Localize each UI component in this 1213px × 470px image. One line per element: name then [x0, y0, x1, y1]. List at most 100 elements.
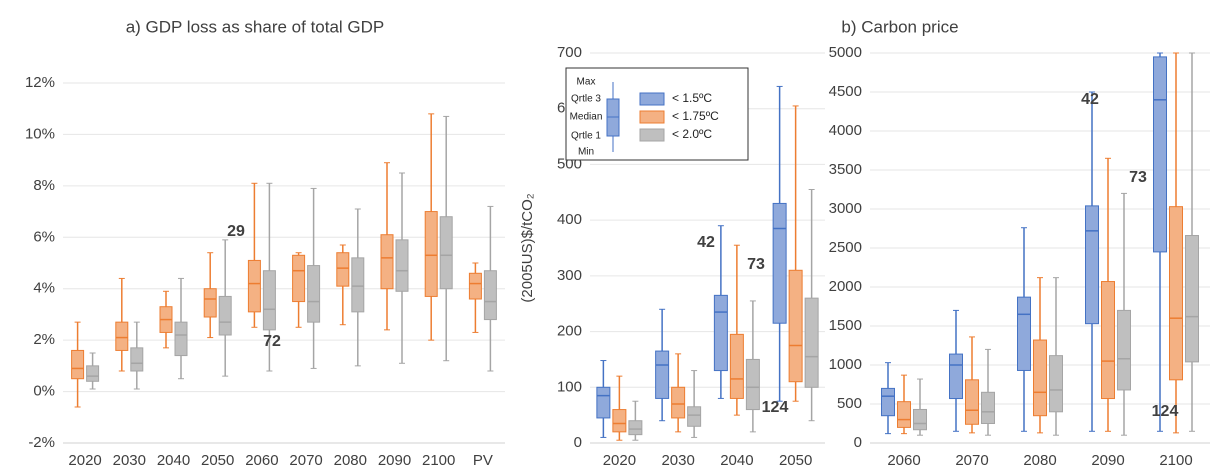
y-tick-label: 5000: [829, 44, 862, 61]
x-tick-label: 2060: [887, 452, 920, 469]
box: [1117, 309, 1131, 391]
annotation: 29: [227, 223, 245, 240]
y-tick-label: 3000: [829, 200, 862, 217]
box: [1185, 235, 1199, 363]
box: [729, 333, 744, 399]
chart-title: b) Carbon price: [841, 17, 958, 36]
x-tick-label: 2080: [1023, 452, 1056, 469]
x-tick-label: 2040: [720, 452, 753, 469]
box: [687, 406, 702, 427]
box: [949, 353, 963, 400]
y-tick-label: 10%: [25, 125, 55, 142]
y-tick-label: 6%: [33, 228, 55, 245]
box: [115, 321, 129, 351]
y-tick-label: 12%: [25, 74, 55, 91]
box: [671, 386, 686, 419]
y-tick-label: 400: [557, 211, 582, 228]
x-tick-label: 2020: [603, 452, 636, 469]
chart-title: a) GDP loss as share of total GDP: [126, 17, 385, 36]
x-tick-label: 2030: [661, 452, 694, 469]
box: [897, 401, 911, 428]
legend-box-label: Qrtle 3: [571, 94, 601, 105]
box: [804, 297, 819, 388]
box: [292, 254, 306, 303]
box: [86, 365, 100, 382]
y-tick-label: 0: [574, 434, 582, 451]
legend-box-label: Qrtle 1: [571, 131, 601, 142]
x-tick-label: 2040: [157, 452, 190, 469]
y-tick-label: 4500: [829, 83, 862, 100]
legend-label: < 1.75ºC: [672, 109, 719, 123]
legend-swatch: [639, 92, 665, 106]
x-tick-label: 2050: [779, 452, 812, 469]
box: [1169, 206, 1183, 381]
x-tick-label: 2020: [68, 452, 101, 469]
annotation: 42: [697, 234, 715, 251]
box: [262, 270, 276, 331]
legend-swatch: [639, 128, 665, 142]
box: [247, 259, 261, 313]
x-tick-label: 2060: [245, 452, 278, 469]
y-tick-label: 8%: [33, 177, 55, 194]
y-tick-label: 700: [557, 44, 582, 61]
legend-label: < 2.0ºC: [672, 127, 712, 141]
annotation: 72: [263, 333, 281, 350]
y-tick-label: 1000: [829, 356, 862, 373]
x-tick-label: 2030: [113, 452, 146, 469]
box: [612, 409, 627, 433]
legend-label: < 1.5ºC: [672, 91, 712, 105]
box: [130, 347, 144, 372]
box: [981, 391, 995, 424]
annotation: 73: [747, 256, 765, 273]
box: [713, 294, 728, 372]
y-tick-label: 2%: [33, 331, 55, 348]
y-tick-label: 200: [557, 323, 582, 340]
box: [788, 269, 803, 383]
x-tick-label: 2080: [334, 452, 367, 469]
box: [439, 216, 453, 290]
x-tick-label: 2070: [289, 452, 322, 469]
box: [745, 358, 760, 411]
box: [174, 321, 188, 357]
box: [596, 386, 611, 419]
box: [1033, 339, 1047, 417]
legend-box-label: Median: [570, 112, 603, 123]
box: [881, 387, 895, 417]
x-tick-label: PV: [473, 452, 493, 469]
y-tick-label: 1500: [829, 317, 862, 334]
box: [307, 265, 321, 323]
y-tick-label: 100: [557, 378, 582, 395]
x-tick-label: 2090: [378, 452, 411, 469]
box: [1101, 281, 1115, 400]
y-tick-label: -2%: [28, 434, 55, 451]
box: [1049, 355, 1063, 413]
x-tick-label: 2090: [1091, 452, 1124, 469]
legend-swatch: [639, 110, 665, 124]
x-tick-label: 2070: [955, 452, 988, 469]
box: [913, 408, 927, 431]
box: [395, 239, 409, 292]
box: [218, 295, 232, 336]
annotation: 124: [762, 399, 789, 416]
box: [965, 379, 979, 425]
box: [468, 272, 482, 300]
y-tick-label: 0: [854, 434, 862, 451]
box: [772, 202, 787, 324]
box: [1017, 296, 1031, 371]
x-tick-label: 2050: [201, 452, 234, 469]
box: [1085, 205, 1099, 325]
x-tick-label: 2100: [422, 452, 455, 469]
y-tick-label: 2000: [829, 278, 862, 295]
box: [336, 252, 350, 287]
legend-box-label: Max: [577, 77, 596, 88]
box: [483, 270, 497, 321]
x-tick-label: 2100: [1159, 452, 1192, 469]
annotation: 124: [1152, 403, 1179, 420]
y-tick-label: 2500: [829, 239, 862, 256]
box: [655, 350, 670, 399]
y-tick-label: 4000: [829, 122, 862, 139]
y-tick-label: 0%: [33, 383, 55, 400]
y-tick-label: 500: [837, 395, 862, 412]
y-tick-label: 4%: [33, 280, 55, 297]
legend-box-label: Min: [578, 147, 594, 158]
